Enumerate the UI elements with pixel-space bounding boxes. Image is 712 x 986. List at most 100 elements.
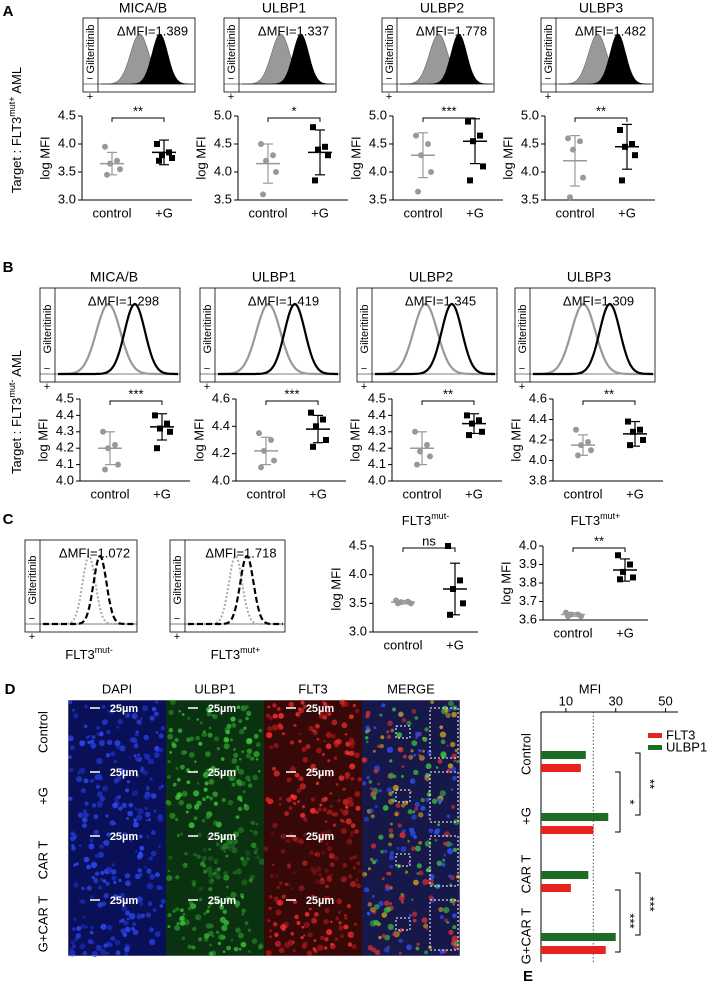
cell-signal xyxy=(149,939,156,946)
y-tick-label: 3.5 xyxy=(214,191,232,206)
cell-signal xyxy=(275,909,282,916)
cell-signal xyxy=(208,930,214,937)
cell-signal xyxy=(319,878,326,885)
row-label: Control xyxy=(35,711,50,753)
cell-signal xyxy=(168,709,174,716)
cell-signal xyxy=(90,778,94,783)
cell-signal xyxy=(273,770,280,777)
data-point xyxy=(308,409,314,416)
cell-signal xyxy=(388,842,392,847)
cell-signal xyxy=(439,725,444,730)
cell-signal xyxy=(369,808,374,813)
cell-signal xyxy=(115,950,121,956)
cell-signal xyxy=(91,803,97,808)
micrograph xyxy=(264,828,362,892)
delta-mfi: ΔMFI=1.345 xyxy=(405,293,476,308)
cell-signal xyxy=(396,846,400,850)
cell-signal xyxy=(322,714,327,720)
cell-signal xyxy=(213,736,219,742)
category-label: +G xyxy=(518,807,533,825)
y-tick-label: 3.6 xyxy=(519,611,537,626)
cell-signal xyxy=(323,918,329,925)
data-point xyxy=(169,155,175,161)
cell-signal xyxy=(384,947,390,953)
cell-signal xyxy=(316,737,320,741)
cell-signal xyxy=(217,941,222,946)
data-point xyxy=(270,152,276,159)
cell-signal xyxy=(127,708,132,713)
significance-bracket xyxy=(615,889,621,953)
treated-histogram xyxy=(559,33,651,85)
cell-signal xyxy=(133,743,139,749)
cell-signal xyxy=(202,771,209,779)
zoom-source xyxy=(395,725,411,739)
treatment-label: Gilteritinib xyxy=(85,25,97,74)
column-header: ULBP1 xyxy=(194,681,235,696)
y-tick-label: 3.0 xyxy=(58,191,76,206)
dotplot-title: FLT3mut- xyxy=(402,511,449,528)
cell-signal xyxy=(124,873,131,879)
histogram-title: MICA/B xyxy=(119,0,167,16)
y-tick-label: 4.0 xyxy=(521,163,539,178)
cell-signal xyxy=(131,713,138,720)
cell-signal xyxy=(209,943,212,947)
cell-signal xyxy=(115,745,120,750)
cell-signal xyxy=(338,925,344,931)
cell-signal xyxy=(114,834,117,838)
cell-signal xyxy=(320,831,327,838)
cell-signal xyxy=(279,882,282,886)
y-tick-label: 4.3 xyxy=(56,423,74,438)
cell-signal xyxy=(380,735,385,740)
cell-signal xyxy=(424,950,429,955)
cell-signal xyxy=(277,723,282,728)
cell-signal xyxy=(348,874,353,879)
data-point xyxy=(157,425,163,432)
cell-signal xyxy=(235,815,240,819)
data-point xyxy=(627,442,633,449)
cell-signal xyxy=(167,733,173,740)
cell-signal xyxy=(325,884,329,888)
cell-signal xyxy=(367,867,371,871)
x-tick-label: control xyxy=(403,205,442,220)
cell-signal xyxy=(123,922,127,925)
cell-signal xyxy=(208,951,214,956)
cell-signal xyxy=(456,760,460,764)
cell-signal xyxy=(237,768,245,775)
plus-label: + xyxy=(519,381,525,393)
cell-signal xyxy=(84,925,88,929)
cell-signal xyxy=(83,856,90,863)
significance-label: *** xyxy=(623,913,638,928)
cell-signal xyxy=(272,822,278,829)
histogram-x-label-sup: mut- xyxy=(95,645,113,655)
cell-signal xyxy=(427,749,433,755)
cell-signal xyxy=(308,725,314,732)
data-point xyxy=(615,552,621,559)
cell-signal xyxy=(216,930,220,934)
cell-signal xyxy=(230,891,237,899)
cell-signal xyxy=(333,756,338,760)
cell-signal xyxy=(317,807,322,812)
cell-signal xyxy=(170,699,176,705)
scale-bar-label: 25µm xyxy=(110,895,139,907)
y-tick-label: 4.3 xyxy=(368,423,386,438)
cell-signal xyxy=(416,863,422,869)
cell-signal xyxy=(248,878,253,883)
cell-signal xyxy=(98,740,105,746)
cell-signal xyxy=(181,790,188,797)
y-tick-label: 4.0 xyxy=(214,163,232,178)
minus-label: − xyxy=(204,363,210,375)
treated-histogram xyxy=(43,554,135,626)
cell-signal xyxy=(108,942,113,948)
cell-signal xyxy=(184,852,188,856)
cell-signal xyxy=(250,756,255,761)
cell-signal xyxy=(407,809,413,815)
cell-signal xyxy=(268,715,273,721)
y-tick-label: 4.0 xyxy=(369,163,387,178)
data-point xyxy=(323,437,329,443)
cell-signal xyxy=(349,880,357,888)
cell-signal xyxy=(204,781,209,786)
cell-signal xyxy=(269,745,274,750)
cell-signal xyxy=(317,944,324,951)
cell-signal xyxy=(299,783,306,790)
cell-signal xyxy=(95,784,101,789)
